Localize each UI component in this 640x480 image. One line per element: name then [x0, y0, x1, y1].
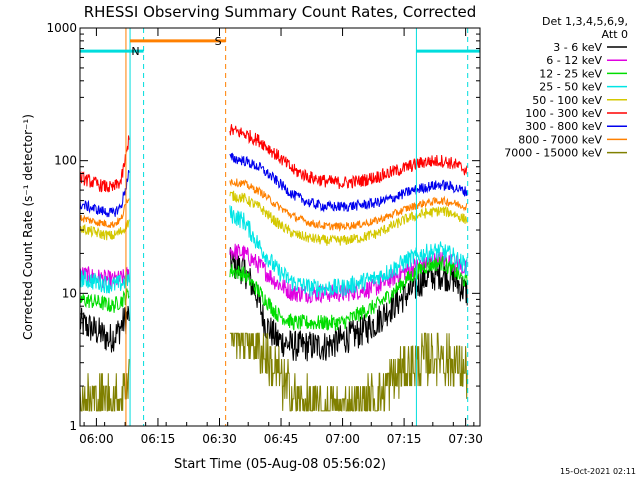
series-line-1-segment-2	[229, 247, 468, 362]
axis-group: 06:00 06:15 06:30 06:45 07:00 07:15 07:30 1 10 10…	[46, 21, 482, 446]
series-line-6-segment-2	[229, 124, 468, 190]
y-tick-label-4: 1000	[46, 21, 77, 35]
y-axis-label: Corrected Count Rate (s⁻¹ detector⁻¹)	[21, 114, 35, 340]
legend-header-line-2: Att 0	[602, 28, 628, 41]
x-tick-label-4: 06:45	[264, 432, 299, 446]
legend-label-4: 25 - 50 keV	[539, 81, 602, 94]
y-tick-label-3: 100	[54, 154, 77, 168]
x-tick-label-2: 06:15	[141, 432, 176, 446]
flag-bar-label-1: S	[215, 35, 222, 48]
series-line-7-segment-1	[79, 169, 130, 218]
x-tick-label-7: 07:30	[448, 432, 483, 446]
x-tick-label-5: 07:00	[325, 432, 360, 446]
series-line-5-segment-2	[229, 190, 468, 246]
series-group	[79, 124, 468, 412]
x-tick-label-3: 06:30	[202, 432, 237, 446]
series-line-2-segment-1	[79, 266, 130, 290]
series-line-3-segment-1	[79, 288, 130, 313]
series-line-9-segment-2	[229, 332, 468, 412]
legend-label-3: 12 - 25 keV	[539, 67, 602, 80]
series-line-7-segment-2	[229, 152, 468, 213]
plot-frame	[79, 27, 481, 427]
series-line-5-segment-1	[79, 219, 130, 241]
plot-area: SN	[79, 27, 481, 427]
flag-bar-label-2: N	[131, 45, 139, 58]
legend-header-line-1: Det 1,3,4,5,6,9,	[542, 15, 628, 28]
series-line-8-segment-2	[229, 178, 468, 232]
series-line-8-segment-1	[79, 198, 130, 228]
series-line-1-segment-1	[79, 305, 130, 353]
chart-title: RHESSI Observing Summary Count Rates, Co…	[84, 3, 477, 21]
x-tick-label-6: 07:15	[387, 432, 422, 446]
legend-label-1: 3 - 6 keV	[553, 41, 602, 54]
legend-label-2: 6 - 12 keV	[546, 54, 602, 67]
series-line-6-segment-1	[79, 135, 130, 193]
y-tick-label-1: 1	[69, 419, 77, 433]
x-tick-label-1: 06:00	[79, 432, 114, 446]
vline-group	[125, 28, 469, 426]
legend-label-9: 7000 - 15000 keV	[504, 147, 602, 160]
x-axis-label: Start Time (05-Aug-08 05:56:02)	[174, 457, 386, 472]
series-line-9-segment-1	[79, 358, 130, 412]
legend-label-7: 300 - 800 keV	[525, 120, 602, 133]
y-tick-label-2: 10	[62, 286, 77, 300]
series-line-4-segment-2	[229, 205, 468, 298]
legend-label-8: 800 - 7000 keV	[518, 133, 602, 146]
legend-label-6: 100 - 300 keV	[525, 107, 602, 120]
timestamp: 15-Oct-2021 02:11	[560, 467, 636, 476]
series-line-4-segment-1	[79, 269, 130, 294]
legend-label-5: 50 - 100 keV	[532, 94, 602, 107]
bar-group: SN	[80, 35, 480, 58]
